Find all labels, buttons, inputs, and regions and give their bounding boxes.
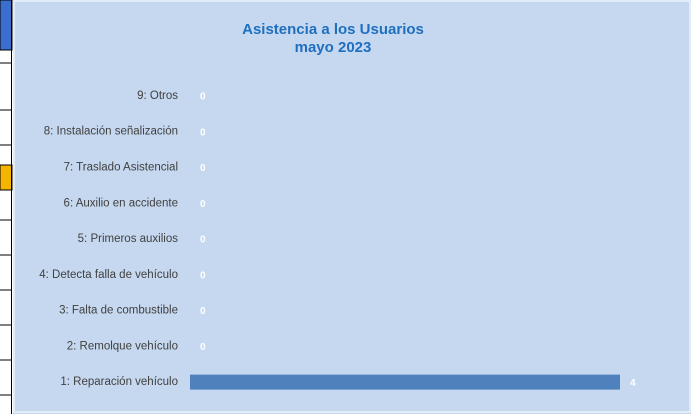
- y-tick-label: 2: Remolque vehículo: [67, 340, 178, 352]
- cell: [0, 0, 13, 51]
- sheet-cells: [0, 0, 13, 414]
- y-tick-label: 7: Traslado Asistencial: [64, 161, 178, 173]
- y-tick-label: 3: Falta de combustible: [59, 305, 178, 317]
- value-label: 4: [630, 378, 636, 389]
- value-label: 0: [200, 270, 206, 281]
- value-label: 0: [200, 199, 206, 210]
- y-tick-label: 9: Otros: [137, 90, 178, 102]
- chart-border: [13, 0, 691, 413]
- value-label: 0: [200, 235, 206, 246]
- chart-area: [13, 0, 691, 414]
- y-tick-label: 4: Detecta falla de vehículo: [39, 269, 178, 281]
- y-tick-label: 8: Instalación señalización: [44, 126, 178, 138]
- value-label: 0: [200, 92, 206, 103]
- value-label: 0: [200, 342, 206, 353]
- chart-subtitle: mayo 2023: [295, 39, 372, 56]
- bar: [190, 374, 620, 390]
- y-tick-label: 5: Primeros auxilios: [78, 233, 179, 245]
- cell: [0, 164, 13, 191]
- y-tick-label: 1: Reparación vehículo: [60, 376, 178, 388]
- chart-title: Asistencia a los Usuarios: [242, 21, 424, 38]
- value-label: 0: [200, 127, 206, 138]
- value-label: 0: [200, 163, 206, 174]
- value-label: 0: [200, 306, 206, 317]
- y-tick-label: 6: Auxilio en accidente: [64, 197, 178, 209]
